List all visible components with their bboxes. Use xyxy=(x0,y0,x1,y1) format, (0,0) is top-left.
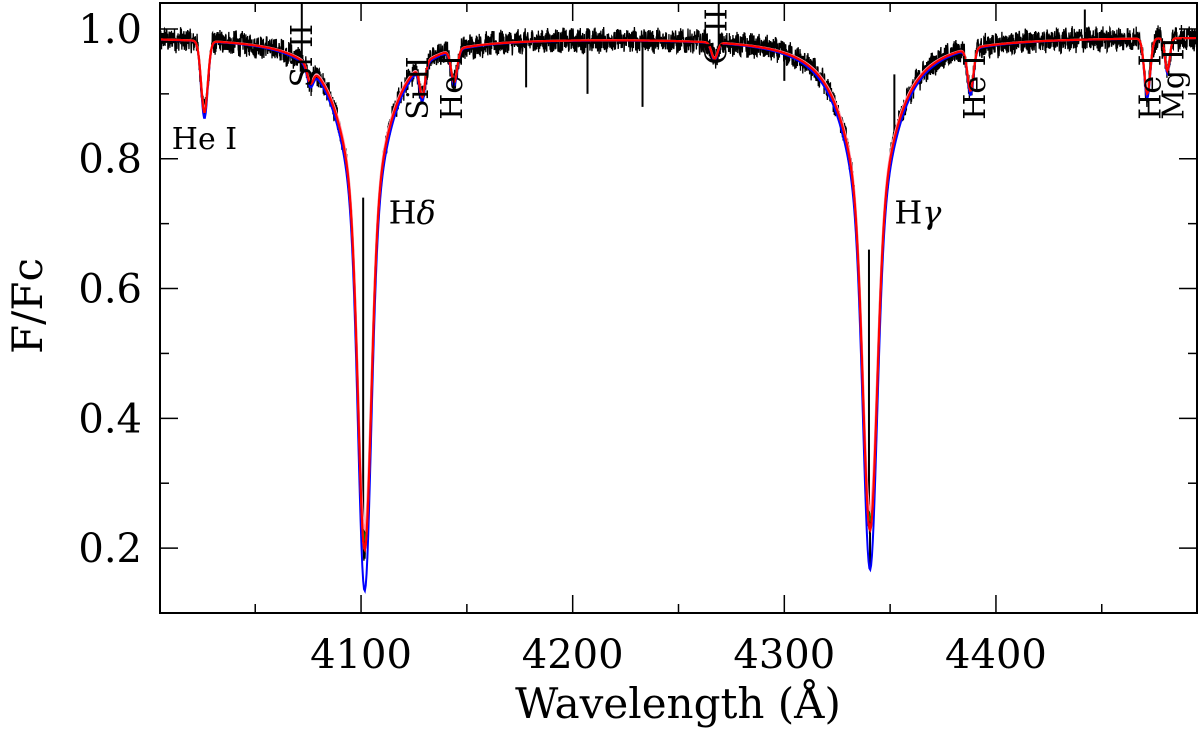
x-tick-label-4300: 4300 xyxy=(733,632,835,678)
annotation-c-ii-4: C II xyxy=(700,8,735,64)
series-model-pink xyxy=(160,37,1197,533)
plot-frame xyxy=(159,2,1198,614)
y-tick-label-0.6: 0.6 xyxy=(78,267,142,313)
x-tick-label-4200: 4200 xyxy=(522,632,624,678)
x-axis-title: Wavelength (Å) xyxy=(515,678,841,728)
series-model-blue xyxy=(160,37,1197,594)
balmer-greek: δ xyxy=(416,194,435,232)
annotation-he-i-0: He I xyxy=(172,122,237,157)
balmer-label-0: Hδ xyxy=(389,194,436,232)
y-tick-label-0.8: 0.8 xyxy=(78,137,142,183)
balmer-label-1: Hγ xyxy=(894,194,942,232)
y-axis-title: F/Fc xyxy=(3,258,52,354)
annotation-he-i-3: He I xyxy=(435,54,470,119)
axis-ticks: 4100 4200 4300 4400 0.2 0.4 0.6 0.8 1.0 xyxy=(78,3,1197,678)
balmer-greek: γ xyxy=(922,194,942,232)
series-model-red xyxy=(160,36,1197,553)
series-model-green xyxy=(160,37,1197,543)
annotation-si-ii-2: Si II xyxy=(401,56,436,119)
annotation-mg-ii-7: Mg II xyxy=(1157,37,1192,120)
annotation-si-ii-1: Si II xyxy=(285,24,320,87)
series-observed xyxy=(160,25,1197,561)
x-tick-label-4400: 4400 xyxy=(945,632,1047,678)
annotation-he-i-6: He I xyxy=(1133,54,1168,119)
annotation-he-i-5: He I xyxy=(958,54,993,119)
balmer-base: H xyxy=(389,194,417,232)
series-layer xyxy=(160,3,1197,594)
y-tick-label-1.0: 1.0 xyxy=(78,7,142,53)
balmer-base: H xyxy=(894,194,922,232)
y-tick-label-0.4: 0.4 xyxy=(78,396,142,442)
series-model-orange xyxy=(160,37,1197,553)
x-tick-label-4100: 4100 xyxy=(310,632,412,678)
y-tick-label-0.2: 0.2 xyxy=(78,526,142,572)
